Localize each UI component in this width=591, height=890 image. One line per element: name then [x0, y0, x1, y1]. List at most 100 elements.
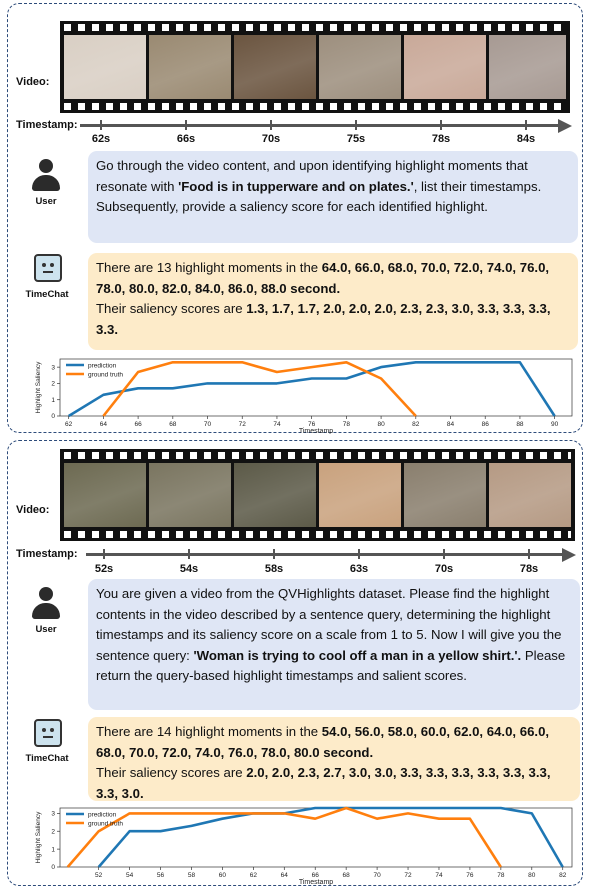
user-avatar-icon: [31, 159, 61, 193]
video-frame: [404, 35, 486, 99]
video-label: Video:: [16, 76, 50, 88]
saliency-chart: 62 64 66 68 70 72 74 76 78 80 82 84 86 88 90 0 1 2 3 Timest…: [35, 358, 573, 434]
timestamp-value: 66s: [176, 133, 196, 145]
series-line-prediction: [68, 361, 556, 418]
x-tick-label: 78: [343, 421, 351, 428]
user-name: User: [35, 624, 57, 635]
timeline-arrow-icon: [562, 547, 576, 562]
x-tick-label: 64: [100, 421, 108, 428]
video-frame: [234, 463, 316, 527]
bot-answer-text: Their saliency scores are: [96, 765, 247, 780]
video-frame: [234, 35, 316, 99]
bot-answer-text: There are 14 highlight moments in the: [96, 724, 322, 739]
x-axis-label: Timestamp: [299, 879, 333, 885]
bot-name: TimeChat: [25, 753, 69, 764]
user-query-highlight: 'Woman is trying to cool off a man in a …: [193, 647, 522, 663]
bot-answer-bubble: There are 13 highlight moments in the 64…: [88, 253, 578, 350]
video-frame: [149, 35, 231, 99]
x-tick-label: 54: [126, 872, 134, 879]
y-tick-label: 0: [51, 413, 55, 420]
legend-label: prediction: [88, 811, 117, 818]
x-tick-label: 80: [377, 421, 385, 428]
x-tick-label: 66: [134, 421, 142, 428]
timestamp-value: 70s: [261, 133, 281, 145]
film-strip: [60, 449, 575, 541]
user-query-text: You are given a video from the QVHighlig…: [96, 586, 562, 663]
video-frame: [489, 35, 566, 99]
bot-answer-timestamps: 54.0, 56.0, 58.0, 60.0, 62.0, 64.0, 66.0…: [96, 724, 550, 760]
x-tick-label: 88: [516, 421, 524, 428]
y-tick-label: 1: [51, 397, 55, 404]
bot-answer-scores: 1.3, 1.7, 1.7, 2.0, 2.0, 2.0, 2.3, 2.3, …: [96, 301, 551, 337]
x-tick-label: 76: [466, 872, 474, 879]
user-name: User: [35, 196, 57, 207]
x-tick-label: 74: [435, 872, 443, 879]
bot-answer-text: Their saliency scores are: [96, 301, 247, 316]
video-frame: [64, 35, 146, 99]
y-axis-label: Highlight Saliency: [35, 811, 42, 863]
y-axis-label: Highlight Saliency: [35, 361, 42, 413]
x-tick-label: 60: [219, 872, 227, 879]
user-query-text: Please return the query-based highlight …: [96, 647, 566, 684]
timestamp-value: 78s: [519, 563, 539, 575]
x-tick-label: 86: [482, 421, 490, 428]
x-tick-label: 68: [169, 421, 177, 428]
x-tick-label: 76: [308, 421, 316, 428]
x-tick-label: 84: [447, 421, 455, 428]
bot-answer-timestamps: 64.0, 66.0, 68.0, 70.0, 72.0, 74.0, 76.0…: [96, 260, 550, 296]
timestamp-value: 70s: [434, 563, 454, 575]
x-tick-label: 64: [281, 872, 289, 879]
y-tick-label: 0: [51, 864, 55, 871]
y-tick-label: 2: [51, 828, 55, 835]
timestamp-value: 63s: [349, 563, 369, 575]
example-panel-2: Video: Timestamp: 52s 54s 58s 63s 70s 78…: [7, 440, 583, 886]
x-tick-label: 80: [528, 872, 536, 879]
timestamp-value: 78s: [431, 133, 451, 145]
timeline-axis: [86, 553, 562, 556]
user-avatar-icon: [31, 587, 61, 621]
timestamp-value: 75s: [346, 133, 366, 145]
timestamp-label: Timestamp:: [16, 548, 78, 560]
x-tick-label: 58: [188, 872, 196, 879]
timechat-robot-icon: [34, 254, 62, 282]
x-tick-label: 82: [412, 421, 420, 428]
video-frame: [319, 463, 401, 527]
x-tick-label: 68: [343, 872, 351, 879]
y-tick-label: 2: [51, 381, 55, 388]
x-tick-label: 70: [373, 872, 381, 879]
x-tick-label: 72: [404, 872, 412, 879]
user-query-text: , list their timestamps. Subsequently, p…: [96, 178, 542, 215]
video-frame: [149, 463, 231, 527]
x-tick-label: 62: [250, 872, 258, 879]
video-frame: [489, 463, 571, 527]
x-tick-label: 62: [65, 421, 73, 428]
legend-label: ground truth: [88, 820, 123, 827]
user-query-text: Go through the video content, and upon i…: [96, 158, 528, 194]
timeline-axis: [80, 124, 558, 127]
timestamp-label: Timestamp:: [16, 119, 78, 131]
series-line-ground-truth: [66, 806, 502, 868]
user-query-highlight: 'Food is in tupperware and on plates.': [178, 178, 414, 194]
bot-answer-bubble: There are 14 highlight moments in the 54…: [88, 717, 580, 801]
saliency-chart: 52 54 56 58 60 62 64 66 68 70 72 74 76 78 80 82 0 1 2 3 Time…: [35, 806, 573, 885]
example-panel-1: Video: Timestamp: 62s 66s 70s 75s 78s 84…: [7, 3, 583, 434]
x-tick-label: 56: [157, 872, 165, 879]
series-line-ground-truth: [102, 361, 417, 417]
x-tick-label: 66: [312, 872, 320, 879]
x-tick-label: 78: [497, 872, 505, 879]
video-frame: [404, 463, 486, 527]
video-frame: [64, 463, 146, 527]
legend-label: prediction: [88, 362, 117, 369]
user-query-bubble: You are given a video from the QVHighlig…: [88, 579, 580, 710]
x-tick-label: 82: [559, 872, 567, 879]
x-tick-label: 70: [204, 421, 212, 428]
series-line-prediction: [97, 806, 564, 868]
user-query-bubble: Go through the video content, and upon i…: [88, 151, 578, 243]
timestamp-value: 58s: [264, 563, 284, 575]
x-tick-label: 90: [551, 421, 559, 428]
film-strip: [60, 21, 570, 113]
timestamp-value: 54s: [179, 563, 199, 575]
bot-answer-text: There are 13 highlight moments in the: [96, 260, 322, 275]
timestamp-value: 52s: [94, 563, 114, 575]
legend-label: ground truth: [88, 371, 123, 378]
